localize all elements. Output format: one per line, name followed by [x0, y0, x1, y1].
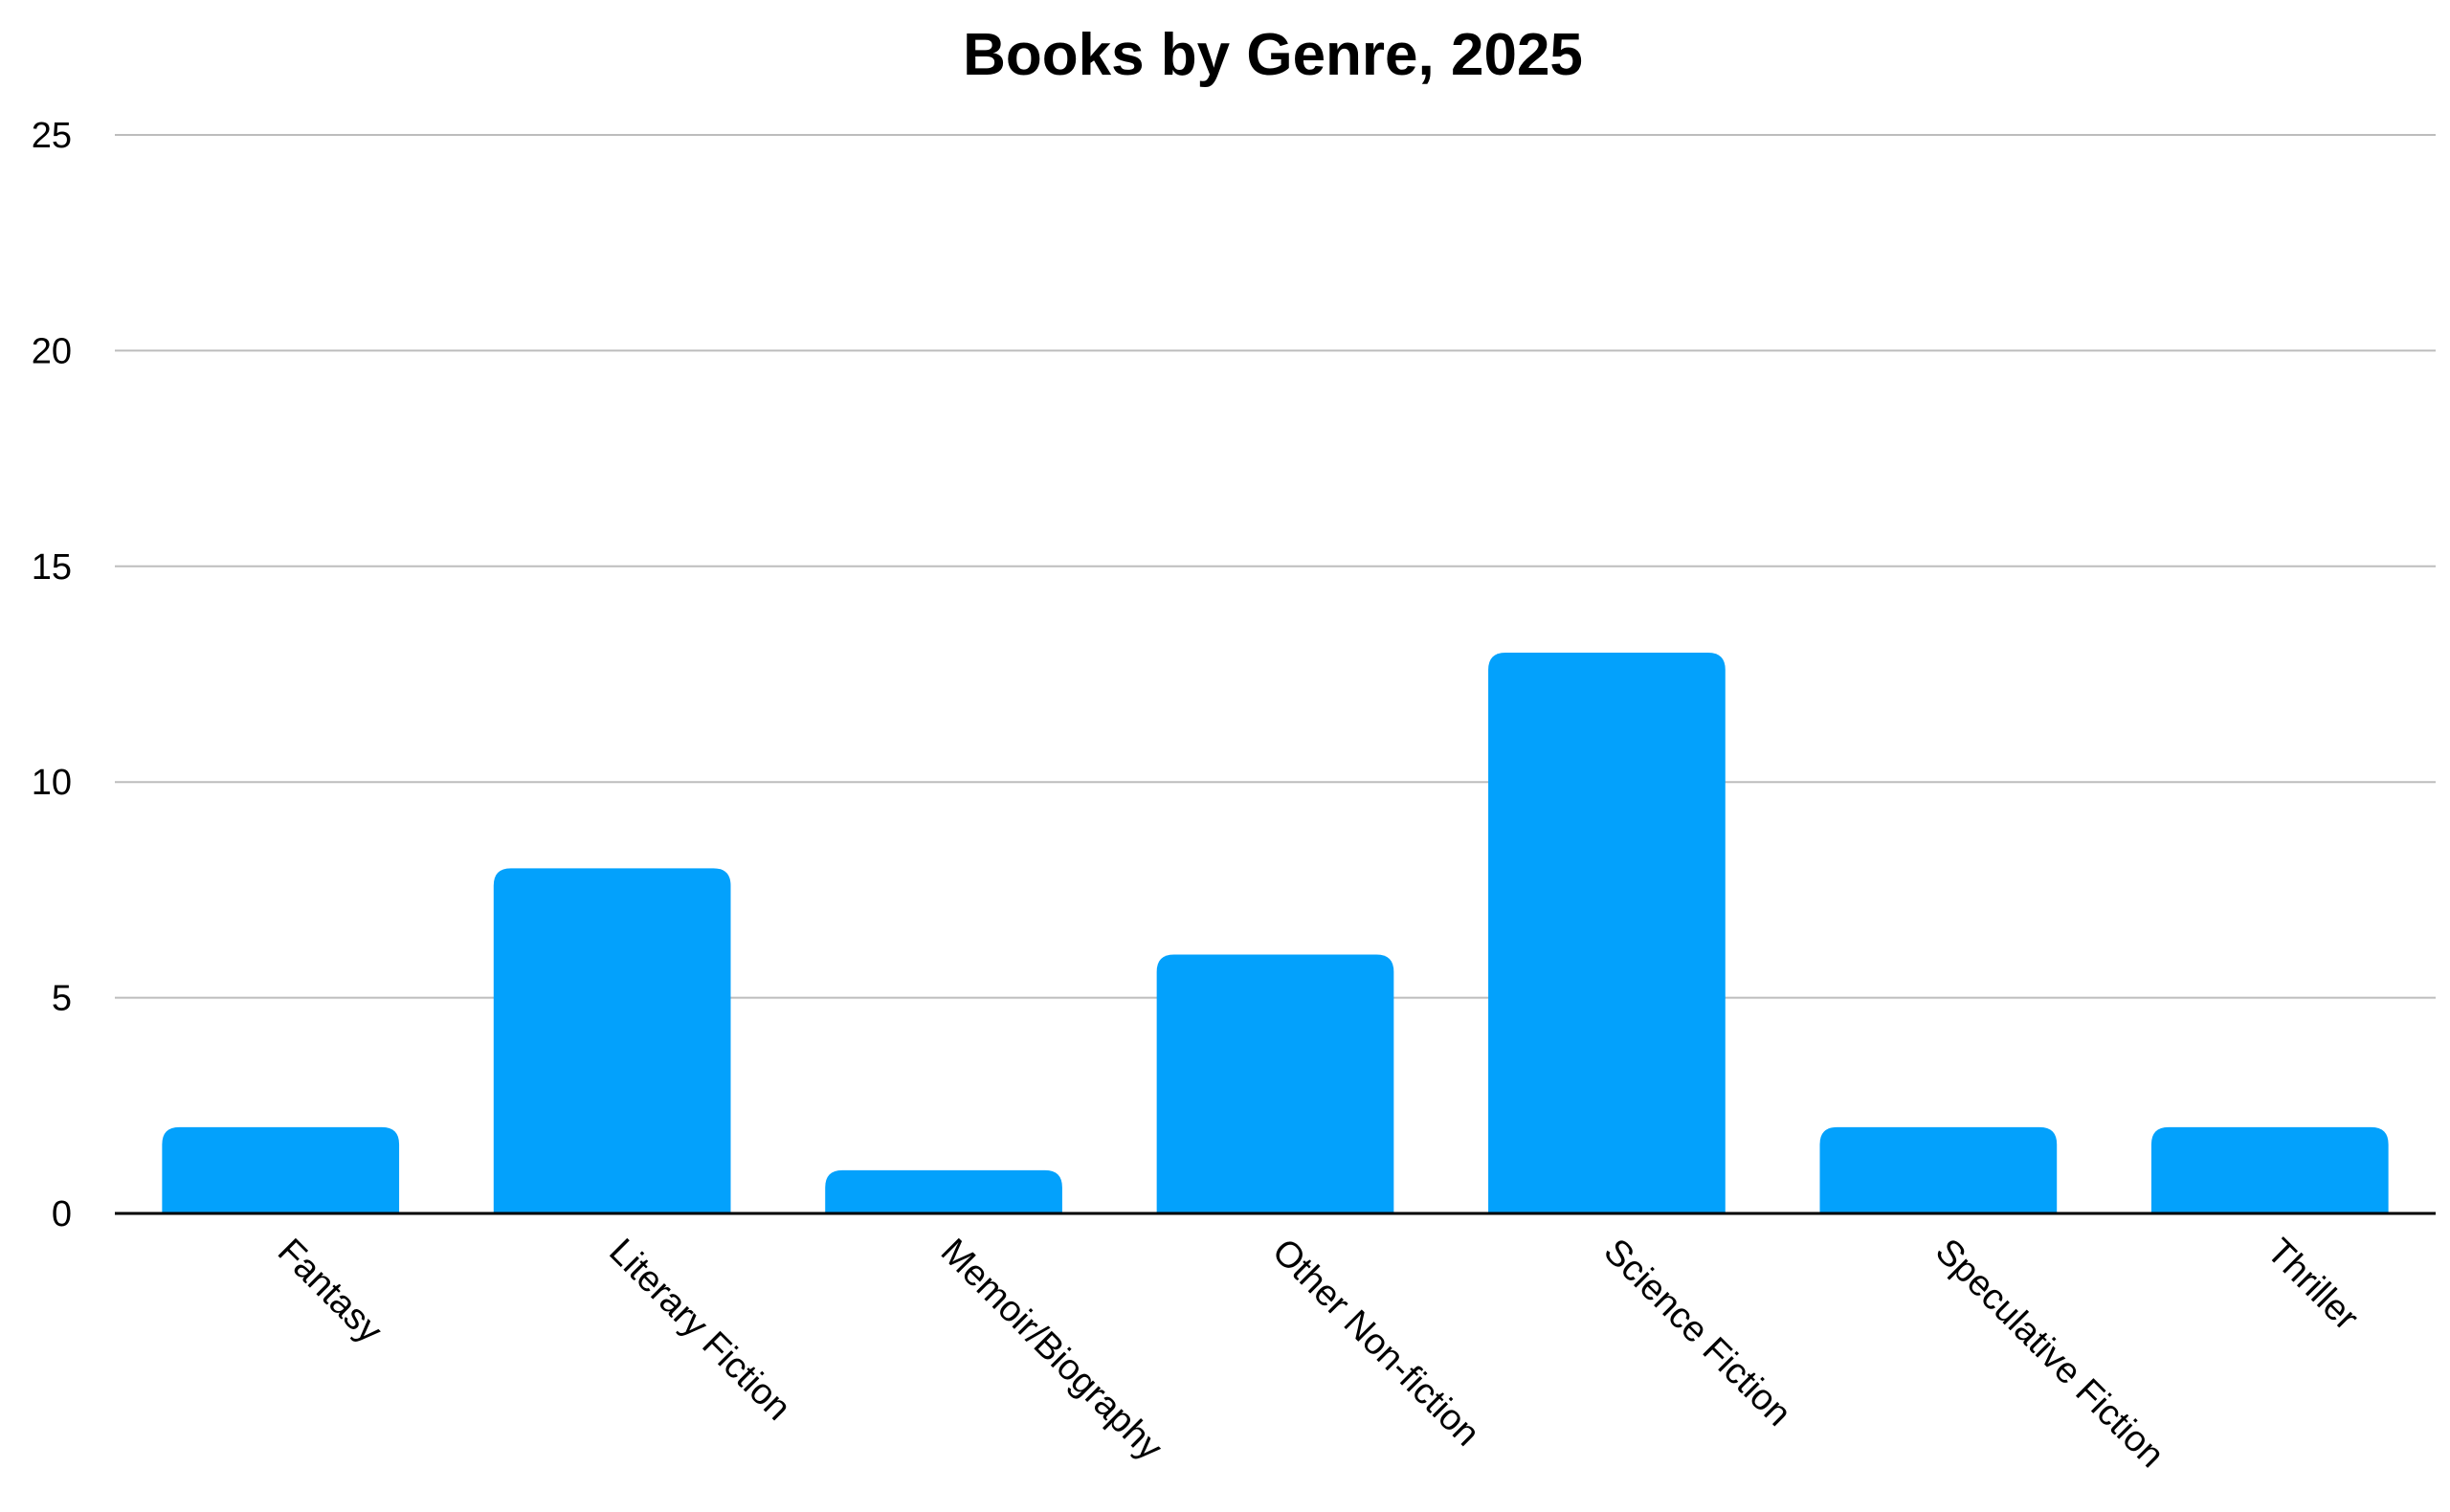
- bar-fantasy: [162, 1126, 400, 1213]
- bar-other-non-fiction: [1156, 954, 1394, 1213]
- bar-memoir-biography: [825, 1169, 1062, 1213]
- x-tick-label: Fantasy: [270, 1232, 390, 1351]
- x-tick-label: Literary Fiction: [601, 1232, 798, 1429]
- bars: [162, 652, 2389, 1213]
- x-tick-label: Thriller: [2259, 1232, 2366, 1339]
- bar-literary-fiction: [493, 868, 731, 1213]
- x-tick-label: Science Fiction: [1596, 1232, 1799, 1434]
- x-tick-label: Speculative Fiction: [1927, 1232, 2172, 1476]
- chart-title: Books by Genre, 2025: [963, 22, 1583, 88]
- y-tick-label: 20: [32, 331, 72, 371]
- bar-speculative-fiction: [1819, 1126, 2058, 1213]
- y-tick-label: 0: [52, 1194, 72, 1234]
- y-tick-label: 25: [32, 116, 72, 156]
- y-tick-label: 5: [52, 979, 72, 1019]
- gridlines: [115, 134, 2436, 999]
- y-axis-ticks: 0 5 10 15 20 25: [32, 116, 72, 1234]
- bar-thriller: [2150, 1126, 2389, 1213]
- x-axis-ticks: Fantasy Literary Fiction Memoir/Biography O…: [270, 1232, 2367, 1476]
- y-tick-label: 10: [32, 763, 72, 803]
- y-tick-label: 15: [32, 547, 72, 588]
- bar-science-fiction: [1488, 652, 1726, 1213]
- x-tick-label: Memoir/Biography: [933, 1232, 1170, 1469]
- x-tick-label: Other Non-fiction: [1264, 1232, 1487, 1455]
